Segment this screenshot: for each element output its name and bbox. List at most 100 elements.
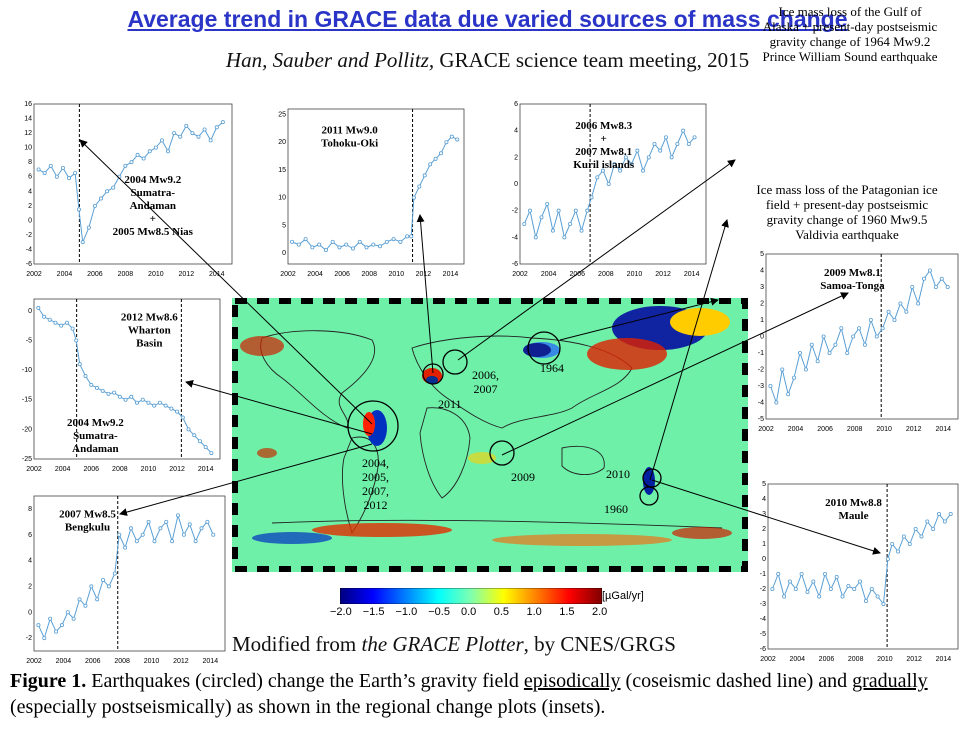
data-point [330,239,335,244]
y-tick-label: 8 [28,506,32,513]
data-point [48,163,53,168]
data-point [857,326,862,331]
data-point [54,174,59,179]
data-point [805,590,810,595]
y-tick-label: 2 [28,203,32,210]
x-tick-label: 2014 [198,466,214,473]
annotation-alaska: Ice mass loss of the Gulf of Alaska + pr… [730,4,970,64]
x-tick-label: 2002 [760,656,776,663]
data-point [595,175,600,180]
colorbar-tick-label: −1.0 [395,606,418,618]
data-point [880,326,885,331]
data-point [74,338,79,343]
data-point [898,301,903,306]
y-tick-label: -5 [758,416,764,423]
map-credit-post: , by CNES/GRGS [523,632,676,656]
data-point [793,587,798,592]
data-point [153,145,158,150]
map-label-2011: 2011 [438,397,462,411]
data-point [422,173,427,178]
data-point [337,245,342,250]
x-tick-label: 2002 [26,658,42,665]
data-point [196,134,201,139]
inset-chart-samoa: 2002 2004 2006 2008 2010 2012 2014 -5 -4 -3 -2 -1 0 1… [758,251,959,433]
inset-label-line: Samoa-Tonga [820,280,885,292]
data-point [391,237,396,242]
inset-chart-sumatra: 2002 2004 2006 2008 2010 2012 2014 -6 -4 -2 0 2 4 6 8 1… [24,101,233,278]
data-point [839,326,844,331]
data-point [146,519,151,524]
data-point [86,225,91,230]
data-point [913,527,918,532]
data-point [823,572,828,577]
data-point [117,174,122,179]
data-point [123,163,128,168]
y-tick-label: 10 [278,195,286,202]
y-tick-label: -10 [22,367,32,374]
x-tick-label: 2002 [758,426,774,433]
data-point [635,148,640,153]
y-tick-label: -5 [760,631,766,638]
data-point [54,629,59,634]
data-point [522,222,527,227]
data-point [881,602,886,607]
inset-label-line: 2007 Mw8.5 [59,508,116,520]
data-point [658,148,663,153]
caption-text-1: Earthquakes (circled) change the Earth’s… [86,670,524,692]
data-point [64,320,69,325]
y-tick-label: 0 [28,308,32,315]
x-tick-label: 2002 [512,271,528,278]
data-point [59,323,64,328]
x-tick-label: 2010 [148,271,164,278]
y-tick-label: 5 [282,222,286,229]
data-point [193,539,198,544]
inset-label-line: 2004 Mw9.2 [124,174,181,186]
y-tick-label: -6 [26,261,32,268]
data-point [438,151,443,156]
colorbar-tick-label: −0.5 [428,606,450,618]
y-tick-label: 8 [28,159,32,166]
data-point [833,342,838,347]
y-tick-label: 4 [514,128,518,135]
x-tick-label: 2014 [684,271,700,278]
data-point [117,394,122,399]
y-tick-label: -3 [758,383,764,390]
y-tick-label: 1 [762,541,766,548]
y-tick-label: 2 [28,583,32,590]
data-point [821,334,826,339]
inset-chart-bengkulu: 2002 2004 2006 2008 2010 2012 2014 -2 0 2 4 6 8 2007 … [26,495,226,665]
data-point [840,594,845,599]
x-tick-label: 2014 [936,656,952,663]
y-tick-label: -4 [758,400,764,407]
data-point [42,636,47,641]
data-point [95,597,100,602]
data-point [123,397,128,402]
x-tick-label: 2004 [788,426,804,433]
data-point [556,208,561,213]
y-tick-label: 15 [278,167,286,174]
annotation-alaska-line1: Ice mass loss of the Gulf of [778,4,922,19]
y-tick-label: -4 [26,246,32,253]
x-tick-label: 2014 [443,271,459,278]
data-point [417,184,422,189]
data-point [787,579,792,584]
x-tick-label: 2008 [114,658,130,665]
data-point [135,400,140,405]
data-point [92,203,97,208]
inset-label-line: 2007 Mw8.1 [575,146,632,158]
colorbar-tick-label: −2.0 [330,606,352,618]
y-tick-label: 25 [278,112,286,119]
data-point [211,532,216,537]
data-point [42,171,47,176]
data-point [364,245,369,250]
x-tick-label: 2014 [209,271,225,278]
data-point [681,128,686,133]
data-point [809,342,814,347]
x-tick-label: 2012 [655,271,671,278]
data-point [53,320,58,325]
data-point [405,234,410,239]
x-tick-label: 2008 [847,426,863,433]
x-tick-label: 2010 [141,466,157,473]
data-point [799,572,804,577]
data-point [181,532,186,537]
